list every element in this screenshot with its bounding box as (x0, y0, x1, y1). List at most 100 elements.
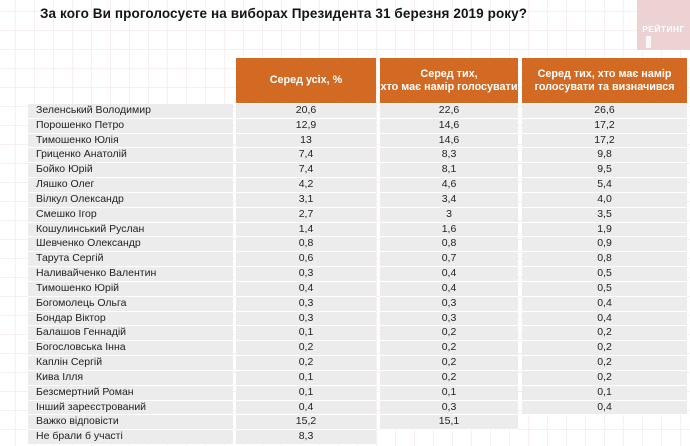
value-cell: 0,3 (380, 296, 518, 312)
value-cell: 9,8 (522, 148, 687, 164)
candidate-name: Тимошенко Юрій (28, 281, 233, 297)
value-cell: 0,4 (522, 400, 687, 416)
candidate-name: Не брали б участі (28, 430, 233, 446)
value-cell: 14,6 (380, 118, 518, 134)
candidate-name: Бойко Юрій (28, 163, 233, 179)
candidate-name: Смешко Ігор (28, 207, 233, 223)
candidate-name: Вілкул Олександр (28, 192, 233, 208)
value-cell: 17,2 (522, 133, 687, 149)
poll-question-title: За кого Ви проголосуєте на виборах Прези… (40, 6, 528, 21)
value-cell: 0,2 (380, 341, 518, 357)
header-line: голосувати та визначився (534, 80, 675, 93)
value-cell: 20,6 (236, 104, 376, 119)
value-cell: 0,2 (236, 356, 376, 371)
candidate-name: Богомолець Ольга (28, 296, 233, 312)
table-header-row: Серед усіх, % Серед тих, хто має намір г… (236, 58, 687, 103)
table-row: Кива Ілля 0,1 0,2 0,2 (28, 370, 687, 386)
value-cell: 0,2 (380, 370, 518, 386)
value-cell: 0,1 (236, 326, 376, 342)
value-cell: 4,0 (522, 192, 687, 208)
table-row: Інший зареєстрований 0,4 0,3 0,4 (28, 400, 687, 416)
value-cell: 0,8 (236, 237, 376, 253)
value-cell: 0,1 (236, 370, 376, 386)
value-cell: 8,3 (380, 148, 518, 164)
rating-logo-text: РЕЙТИНГ (642, 24, 685, 34)
candidate-name: Зеленський Володимир (28, 104, 233, 119)
candidate-name: Безсмертний Роман (28, 385, 233, 401)
value-cell: 0,2 (236, 341, 376, 357)
value-cell: 9,5 (522, 163, 687, 179)
value-cell: 0,3 (236, 267, 376, 282)
value-cell: 8,3 (236, 430, 376, 446)
value-cell: 0,5 (522, 267, 687, 282)
value-cell: 0,2 (522, 356, 687, 371)
value-cell: 0,4 (380, 267, 518, 282)
table-row: Вілкул Олександр 3,1 3,4 4,0 (28, 192, 687, 208)
value-cell (522, 430, 687, 445)
value-cell: 3,4 (380, 192, 518, 208)
value-cell: 14,6 (380, 133, 518, 149)
table-row: Не брали б участі 8,3 (28, 430, 687, 446)
candidate-name: Інший зареєстрований (28, 400, 233, 416)
table-row: Бойко Юрій 7,4 8,1 9,5 (28, 163, 687, 179)
value-cell: 0,2 (380, 326, 518, 342)
value-cell: 0,8 (380, 237, 518, 253)
table-row: Тимошенко Юлія 13 14,6 17,2 (28, 133, 687, 149)
table-row: Тарута Сергій 0,6 0,7 0,8 (28, 252, 687, 268)
candidate-name: Каплін Сергій (28, 356, 233, 371)
candidate-name: Балашов Геннадій (28, 326, 233, 342)
value-cell: 0,3 (236, 296, 376, 312)
value-cell: 0,3 (380, 311, 518, 327)
table-row: Кошулинський Руслан 1,4 1,6 1,9 (28, 222, 687, 238)
value-cell: 0,5 (522, 281, 687, 297)
candidate-name: Бондар Віктор (28, 311, 233, 327)
value-cell: 0,4 (236, 400, 376, 416)
value-cell: 1,9 (522, 222, 687, 238)
value-cell: 0,8 (522, 252, 687, 268)
value-cell: 3 (380, 207, 518, 223)
value-cell: 15,1 (380, 415, 518, 431)
value-cell: 15,2 (236, 415, 376, 431)
table-row: Каплін Сергій 0,2 0,2 0,2 (28, 356, 687, 371)
value-cell: 0,2 (380, 356, 518, 371)
header-line: Серед усіх, % (269, 74, 343, 86)
candidate-name: Наливайченко Валентин (28, 267, 233, 282)
rating-group-logo: РЕЙТИНГ (637, 0, 690, 50)
value-cell: 26,6 (522, 104, 687, 119)
value-cell: 1,6 (380, 222, 518, 238)
table-row: Гриценко Анатолій 7,4 8,3 9,8 (28, 148, 687, 164)
table-row: Тимошенко Юрій 0,4 0,4 0,5 (28, 281, 687, 297)
value-cell (522, 415, 687, 430)
table-row: Важко відповісти 15,2 15,1 (28, 415, 687, 431)
value-cell: 0,4 (522, 311, 687, 327)
value-cell (380, 430, 518, 445)
rating-logo-mark-icon (646, 36, 651, 48)
value-cell: 7,4 (236, 163, 376, 179)
value-cell: 0,4 (380, 281, 518, 297)
table-row: Богомолець Ольга 0,3 0,3 0,4 (28, 296, 687, 312)
candidate-name: Кива Ілля (28, 370, 233, 386)
value-cell: 0,2 (522, 326, 687, 342)
candidate-name: Богословська Інна (28, 341, 233, 357)
column-header-intend-and-decided: Серед тих, хто має намір голосувати та в… (522, 58, 687, 103)
column-header-among-all: Серед усіх, % (236, 58, 376, 103)
table-row: Зеленський Володимир 20,6 22,6 26,6 (28, 104, 687, 119)
value-cell: 0,1 (236, 385, 376, 401)
value-cell: 0,3 (236, 311, 376, 327)
value-cell: 5,4 (522, 178, 687, 193)
header-line: Серед тих, (420, 67, 478, 80)
candidate-name: Порошенко Петро (28, 118, 233, 134)
value-cell: 13 (236, 133, 376, 149)
value-cell: 0,1 (522, 385, 687, 401)
table-row: Шевченко Олександр 0,8 0,8 0,9 (28, 237, 687, 253)
table-row: Безсмертний Роман 0,1 0,1 0,1 (28, 385, 687, 401)
value-cell: 3,1 (236, 192, 376, 208)
candidate-name: Ляшко Олег (28, 178, 233, 193)
table-rows: Зеленський Володимир 20,6 22,6 26,6 Порошенк… (28, 104, 687, 446)
value-cell: 0,9 (522, 237, 687, 253)
table-row: Ляшко Олег 4,2 4,6 5,4 (28, 178, 687, 193)
poll-results-table: Серед усіх, % Серед тих, хто має намір г… (28, 58, 687, 446)
value-cell: 0,1 (380, 385, 518, 401)
value-cell: 4,2 (236, 178, 376, 193)
table-row: Порошенко Петро 12,9 14,6 17,2 (28, 118, 687, 134)
